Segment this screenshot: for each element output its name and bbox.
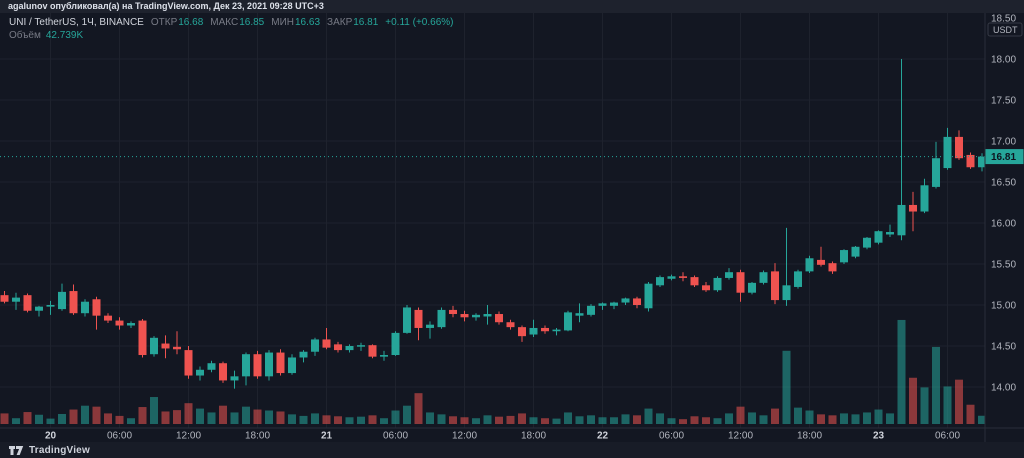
price-tick-label: 15.50: [991, 260, 1016, 271]
time-tick-label: 06:00: [383, 431, 408, 442]
time-tick-label: 12:00: [176, 431, 201, 442]
time-tick-label: 18:00: [521, 431, 546, 442]
price-tick-label: 16.00: [991, 219, 1016, 230]
price-tick-label: 15.00: [991, 301, 1016, 312]
tradingview-logo-icon[interactable]: [9, 445, 24, 455]
time-tick-label: 23: [873, 431, 885, 442]
attribution-bar: agalunov опубликовал(а) на TradingView.c…: [0, 0, 1024, 13]
time-tick-label: 12:00: [728, 431, 753, 442]
last-price-value: 16.81: [991, 152, 1016, 163]
price-tick-label: 18.50: [991, 14, 1016, 25]
time-tick-label: 06:00: [107, 431, 132, 442]
price-tick-label: 18.00: [991, 55, 1016, 66]
footer-bar: TradingView: [0, 442, 1024, 458]
time-tick-label: 21: [321, 431, 333, 442]
attribution-text: agalunov опубликовал(а) на TradingView.c…: [8, 1, 324, 11]
time-tick-label: 12:00: [452, 431, 477, 442]
time-tick-label: 18:00: [797, 431, 822, 442]
currency-badge-label: USDT: [993, 25, 1018, 35]
tradingview-brand[interactable]: TradingView: [29, 444, 90, 456]
currency-badge[interactable]: [987, 22, 1023, 37]
price-tick-label: 17.50: [991, 96, 1016, 107]
price-tick-label: 16.50: [991, 178, 1016, 189]
price-tick-label: 17.00: [991, 137, 1016, 148]
time-tick-label: 06:00: [935, 431, 960, 442]
last-price-tag: [985, 149, 1024, 165]
price-tick-label: 14.00: [991, 383, 1016, 394]
time-tick-label: 18:00: [245, 431, 270, 442]
price-tick-label: 14.50: [991, 342, 1016, 353]
time-tick-label: 22: [597, 431, 609, 442]
time-tick-label: 20: [45, 431, 57, 442]
time-tick-label: 06:00: [659, 431, 684, 442]
